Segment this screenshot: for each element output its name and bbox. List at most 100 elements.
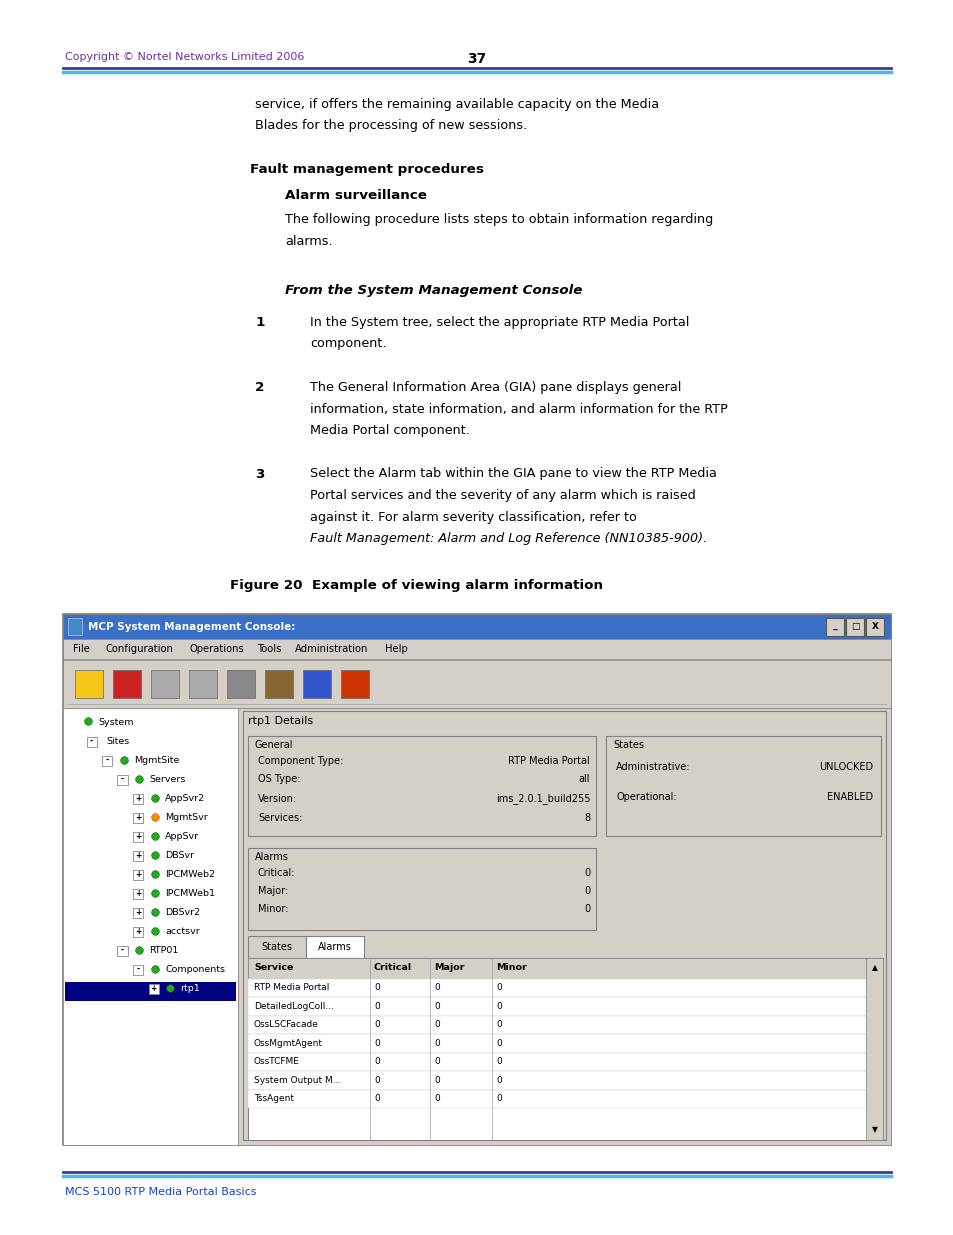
Text: OssTCFME: OssTCFME xyxy=(253,1057,299,1066)
Text: Fault management procedures: Fault management procedures xyxy=(250,163,483,177)
Text: 0: 0 xyxy=(496,1057,501,1066)
Bar xyxy=(117,946,128,956)
Text: 0: 0 xyxy=(374,1076,379,1084)
Text: Alarms: Alarms xyxy=(317,941,352,951)
Text: rtp1 Details: rtp1 Details xyxy=(248,715,313,725)
Text: 0: 0 xyxy=(374,1057,379,1066)
Bar xyxy=(248,997,865,1015)
Text: 0: 0 xyxy=(496,1076,501,1084)
Text: Select the Alarm tab within the GIA pane to view the RTP Media: Select the Alarm tab within the GIA pane… xyxy=(310,468,716,480)
Text: alarms.: alarms. xyxy=(285,235,333,247)
Text: Component Type:: Component Type: xyxy=(257,756,343,766)
Text: +: + xyxy=(134,927,141,936)
Text: 0: 0 xyxy=(374,1094,379,1103)
Text: Sites: Sites xyxy=(107,737,130,746)
Text: +: + xyxy=(134,794,141,803)
Text: +: + xyxy=(134,813,141,823)
Text: 0: 0 xyxy=(374,1002,379,1010)
Bar xyxy=(63,615,890,638)
Text: OssLSCFacade: OssLSCFacade xyxy=(253,1020,318,1029)
Text: Administrative:: Administrative: xyxy=(616,762,690,772)
Text: 0: 0 xyxy=(496,1002,501,1010)
Text: Services:: Services: xyxy=(257,813,302,823)
Bar xyxy=(132,831,143,841)
Text: Version:: Version: xyxy=(257,794,296,804)
Text: -: - xyxy=(136,965,139,974)
Bar xyxy=(149,983,158,993)
Bar xyxy=(65,982,235,1000)
Text: DBSvr: DBSvr xyxy=(165,851,193,860)
Text: Service: Service xyxy=(253,963,294,972)
Bar xyxy=(117,774,128,784)
Text: IPCMWeb2: IPCMWeb2 xyxy=(165,869,214,879)
Text: 0: 0 xyxy=(583,867,590,878)
Text: AppSvr: AppSvr xyxy=(165,832,199,841)
Text: □: □ xyxy=(850,622,859,631)
Bar xyxy=(63,615,890,1145)
Text: acctsvr: acctsvr xyxy=(165,927,199,936)
Text: +: + xyxy=(134,889,141,898)
Bar xyxy=(248,957,865,978)
Text: Components: Components xyxy=(165,965,225,974)
Text: -: - xyxy=(90,737,93,746)
Bar xyxy=(189,669,216,698)
Text: all: all xyxy=(578,774,590,784)
Text: AppSvr2: AppSvr2 xyxy=(165,794,205,803)
Bar xyxy=(865,957,882,1140)
Text: Major: Major xyxy=(434,963,464,972)
Text: X: X xyxy=(871,622,878,631)
Text: Blades for the processing of new sessions.: Blades for the processing of new session… xyxy=(254,120,527,132)
Text: -: - xyxy=(121,946,124,955)
Bar xyxy=(151,669,179,698)
Text: From the System Management Console: From the System Management Console xyxy=(285,284,581,296)
Text: 8: 8 xyxy=(583,813,590,823)
Bar xyxy=(237,708,890,1145)
Text: 0: 0 xyxy=(434,1020,439,1029)
Text: 0: 0 xyxy=(496,1039,501,1047)
Text: 0: 0 xyxy=(434,1057,439,1066)
Text: Operational:: Operational: xyxy=(616,792,676,802)
Text: +: + xyxy=(134,869,141,879)
Text: -: - xyxy=(121,776,124,784)
Text: _: _ xyxy=(832,622,837,631)
Text: TssAgent: TssAgent xyxy=(253,1094,294,1103)
Text: OssMgmtAgent: OssMgmtAgent xyxy=(253,1039,323,1047)
Bar xyxy=(248,957,882,1140)
Bar xyxy=(112,669,141,698)
Text: ▲: ▲ xyxy=(871,963,877,972)
Text: 2: 2 xyxy=(254,382,264,394)
Bar xyxy=(132,926,143,936)
Text: MgmtSite: MgmtSite xyxy=(133,756,179,764)
Text: 3: 3 xyxy=(254,468,264,480)
Bar xyxy=(248,847,596,930)
Bar xyxy=(605,736,880,836)
Text: 0: 0 xyxy=(434,983,439,992)
Bar xyxy=(865,618,883,636)
Bar xyxy=(248,978,865,997)
Bar xyxy=(87,736,96,746)
Text: The following procedure lists steps to obtain information regarding: The following procedure lists steps to o… xyxy=(285,212,713,226)
Bar xyxy=(248,736,596,836)
Bar xyxy=(825,618,843,636)
Text: The General Information Area (GIA) pane displays general: The General Information Area (GIA) pane … xyxy=(310,382,680,394)
Text: Copyright © Nortel Networks Limited 2006: Copyright © Nortel Networks Limited 2006 xyxy=(65,52,304,62)
Text: DetailedLogColl...: DetailedLogColl... xyxy=(253,1002,334,1010)
Text: MCP System Management Console:: MCP System Management Console: xyxy=(88,621,295,632)
Text: RTP Media Portal: RTP Media Portal xyxy=(508,756,590,766)
Text: service, if offers the remaining available capacity on the Media: service, if offers the remaining availab… xyxy=(254,98,659,111)
Text: 0: 0 xyxy=(434,1094,439,1103)
Text: Major:: Major: xyxy=(257,885,288,897)
Bar xyxy=(132,851,143,861)
Bar xyxy=(303,669,331,698)
Text: +: + xyxy=(151,984,156,993)
Text: -: - xyxy=(106,756,109,764)
Text: against it. For alarm severity classification, refer to: against it. For alarm severity classific… xyxy=(310,510,640,524)
Text: System: System xyxy=(98,718,133,727)
Text: ENABLED: ENABLED xyxy=(826,792,872,802)
Text: States: States xyxy=(613,740,643,750)
Bar xyxy=(265,669,293,698)
Text: Servers: Servers xyxy=(150,776,186,784)
Text: Critical: Critical xyxy=(374,963,412,972)
Text: 0: 0 xyxy=(434,1002,439,1010)
Text: General: General xyxy=(254,740,294,750)
